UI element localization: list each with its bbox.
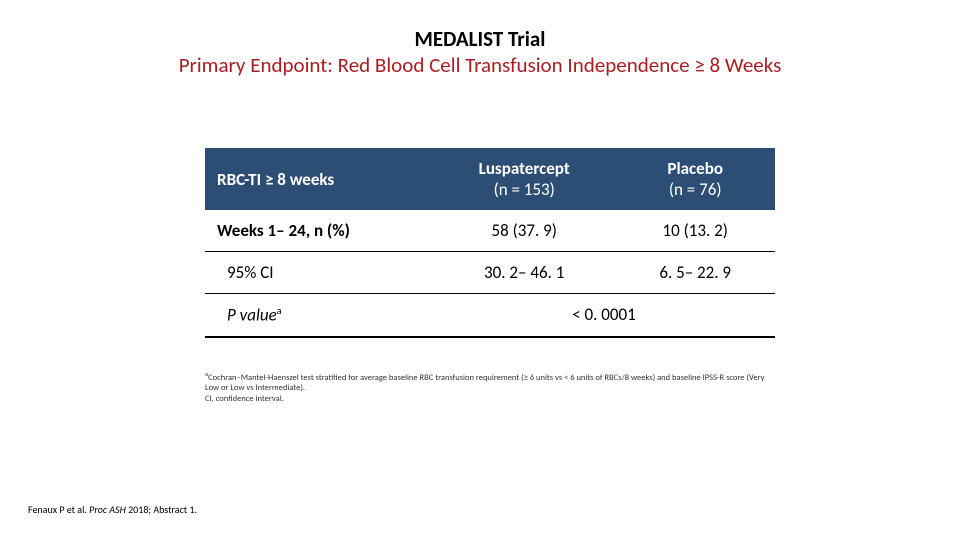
table-header-placebo: Placebo (n = 76)	[615, 148, 775, 210]
pvalue-sup: a	[277, 304, 282, 317]
table-header-lusp: Luspatercept (n = 153)	[433, 148, 615, 210]
footnote-text-2: CI, confidence interval.	[205, 394, 284, 404]
row0-col3: 10 (13. 2)	[615, 210, 775, 252]
citation-suffix: 2018; Abstract 1.	[128, 503, 197, 516]
row1-col2: 30. 2– 46. 1	[433, 252, 615, 294]
header-label-0: RBC-TI ≥ 8 weeks	[217, 169, 334, 190]
pvalue-cell: < 0. 0001	[433, 294, 775, 337]
footnote: aCochran–Mantel-Haenszel test stratified…	[205, 370, 775, 405]
table-row: 95% CI 30. 2– 46. 1 6. 5– 22. 9	[205, 252, 775, 294]
citation-prefix: Fenaux P et al.	[28, 503, 89, 516]
title-line-1: MEDALIST Trial	[0, 26, 960, 52]
title-line-2: Primary Endpoint: Red Blood Cell Transfu…	[0, 52, 960, 78]
table-header-row: RBC-TI ≥ 8 weeks Luspatercept (n = 153) …	[205, 148, 775, 210]
slide-title: MEDALIST Trial Primary Endpoint: Red Blo…	[0, 26, 960, 79]
table-row: P valuea < 0. 0001	[205, 294, 775, 337]
citation-ital: Proc ASH	[89, 503, 128, 516]
row0-label: Weeks 1– 24, n (%)	[205, 210, 433, 252]
citation: Fenaux P et al. Proc ASH 2018; Abstract …	[28, 503, 197, 516]
row1-label: 95% CI	[205, 252, 433, 294]
table-row: Weeks 1– 24, n (%) 58 (37. 9) 10 (13. 2)	[205, 210, 775, 252]
footnote-text-1: Cochran–Mantel-Haenszel test stratified …	[205, 373, 764, 394]
header-label-2: Placebo	[667, 158, 723, 179]
pvalue-label: P value	[227, 305, 277, 326]
table-header-rowlabel: RBC-TI ≥ 8 weeks	[205, 148, 433, 210]
results-table: RBC-TI ≥ 8 weeks Luspatercept (n = 153) …	[205, 148, 775, 338]
row0-col2: 58 (37. 9)	[433, 210, 615, 252]
header-sub-1: (n = 153)	[445, 179, 603, 200]
header-label-1: Luspatercept	[479, 158, 570, 179]
slide: MEDALIST Trial Primary Endpoint: Red Blo…	[0, 0, 960, 540]
row2-label: P valuea	[205, 294, 433, 337]
table: RBC-TI ≥ 8 weeks Luspatercept (n = 153) …	[205, 148, 775, 338]
row1-col3: 6. 5– 22. 9	[615, 252, 775, 294]
header-sub-2: (n = 76)	[627, 179, 763, 200]
